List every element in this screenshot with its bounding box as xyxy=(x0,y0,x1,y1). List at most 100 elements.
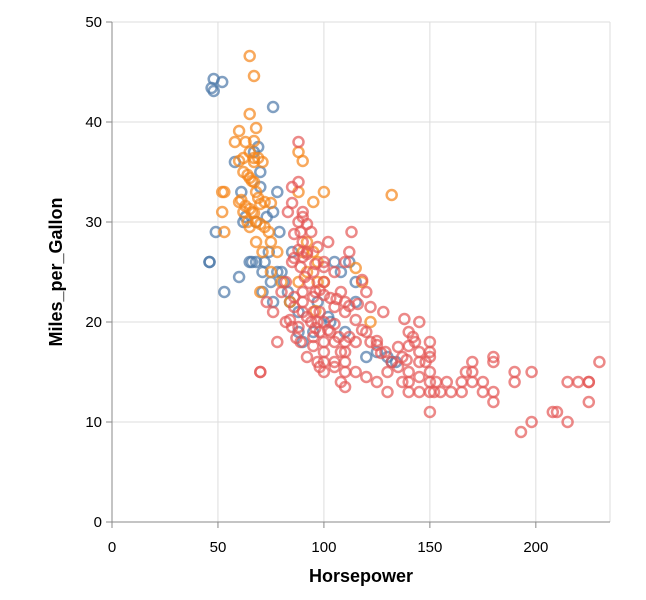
data-point xyxy=(307,330,320,344)
data-point xyxy=(273,225,286,239)
data-point xyxy=(402,375,415,389)
data-point xyxy=(232,124,246,138)
data-point xyxy=(247,69,261,83)
data-point xyxy=(271,265,284,279)
data-point xyxy=(349,313,362,327)
data-point xyxy=(254,365,267,379)
data-point xyxy=(254,165,267,179)
data-point xyxy=(525,365,538,379)
data-point xyxy=(338,345,352,359)
x-axis-title: Horsepower xyxy=(309,566,413,586)
data-point xyxy=(593,355,606,369)
x-tick-label: 150 xyxy=(417,539,442,556)
y-tick-label: 20 xyxy=(85,314,102,331)
data-point xyxy=(264,275,278,289)
data-point xyxy=(296,205,309,219)
data-point xyxy=(232,195,246,209)
data-point xyxy=(209,225,223,239)
data-point xyxy=(254,285,267,299)
data-point xyxy=(398,312,411,326)
y-tick-label: 40 xyxy=(85,114,102,131)
data-point xyxy=(287,251,301,265)
data-point xyxy=(330,292,343,306)
data-point xyxy=(215,205,229,219)
data-point xyxy=(413,315,426,329)
data-point xyxy=(294,260,307,274)
data-point xyxy=(459,365,473,379)
data-point xyxy=(260,295,273,309)
data-point xyxy=(334,345,348,359)
data-point xyxy=(364,335,377,349)
data-point xyxy=(402,325,415,339)
data-point xyxy=(218,285,231,299)
data-point xyxy=(296,305,309,319)
data-point xyxy=(334,265,348,279)
data-point xyxy=(381,365,394,379)
data-point xyxy=(271,185,284,199)
data-point xyxy=(271,335,284,349)
data-point xyxy=(218,225,231,239)
data-point xyxy=(377,305,390,319)
data-point xyxy=(287,290,301,304)
data-point xyxy=(374,346,388,360)
data-point xyxy=(249,255,263,269)
data-point xyxy=(343,245,356,259)
axes xyxy=(111,22,610,523)
x-tick-label: 50 xyxy=(210,539,227,556)
data-point xyxy=(266,305,280,319)
data-point xyxy=(317,185,331,199)
data-point xyxy=(360,370,373,384)
data-point xyxy=(476,375,490,389)
data-point xyxy=(258,195,271,209)
data-point xyxy=(370,375,384,389)
data-point xyxy=(328,265,341,279)
data-point xyxy=(444,385,458,399)
data-point xyxy=(266,100,280,114)
data-point xyxy=(338,255,352,269)
data-point xyxy=(275,285,288,299)
y-tick-label: 50 xyxy=(85,14,102,31)
data-point xyxy=(232,270,246,284)
data-point xyxy=(413,345,426,359)
data-point xyxy=(364,300,377,314)
data-point xyxy=(313,305,326,319)
data-point xyxy=(264,265,278,279)
data-point xyxy=(561,375,574,389)
data-point xyxy=(243,220,256,234)
data-point xyxy=(487,385,500,399)
data-point xyxy=(487,355,500,369)
data-point xyxy=(466,355,479,369)
data-point xyxy=(256,155,269,169)
data-point xyxy=(487,395,500,409)
data-point xyxy=(349,275,362,289)
data-point xyxy=(249,121,263,135)
data-point xyxy=(413,385,426,399)
data-point xyxy=(324,291,337,305)
data-point xyxy=(355,323,369,337)
data-point xyxy=(343,330,356,344)
data-point xyxy=(413,355,426,369)
data-point xyxy=(466,365,479,379)
data-point xyxy=(243,49,256,63)
data-point xyxy=(317,345,331,359)
data-point xyxy=(247,134,261,148)
data-point xyxy=(434,385,447,399)
data-point xyxy=(237,205,250,219)
data-point xyxy=(264,235,278,249)
data-point xyxy=(455,385,468,399)
data-point xyxy=(243,255,256,269)
data-point xyxy=(429,375,443,389)
data-point xyxy=(228,135,242,149)
data-point xyxy=(440,375,454,389)
data-point xyxy=(370,334,384,348)
data-point xyxy=(391,340,405,354)
data-point xyxy=(285,196,299,210)
data-point xyxy=(264,196,278,210)
data-point xyxy=(207,84,220,98)
data-point xyxy=(381,385,394,399)
data-point xyxy=(313,360,326,374)
data-point xyxy=(294,335,307,349)
data-point xyxy=(309,285,322,299)
data-point xyxy=(582,375,596,389)
